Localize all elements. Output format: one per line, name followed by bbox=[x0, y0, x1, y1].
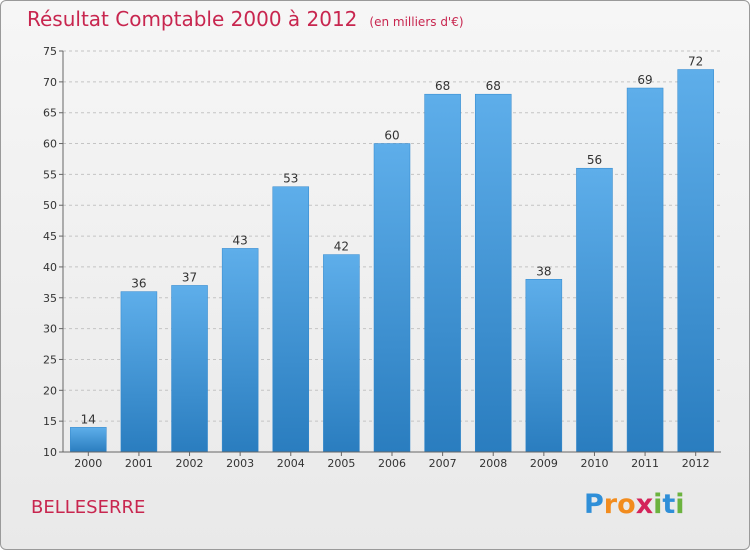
x-tick-label-2007: 2007 bbox=[429, 457, 457, 470]
y-tick-label-75: 75 bbox=[43, 45, 57, 58]
x-tick-label-2003: 2003 bbox=[226, 457, 254, 470]
data-label-2004: 53 bbox=[283, 172, 298, 186]
x-tick-label-2004: 2004 bbox=[277, 457, 305, 470]
logo-letter-5: t bbox=[662, 489, 676, 520]
data-label-2002: 37 bbox=[182, 270, 197, 284]
proxiti-logo[interactable]: Proxiti bbox=[584, 489, 685, 520]
y-tick-label-10: 10 bbox=[43, 446, 57, 459]
bar-2000[interactable] bbox=[70, 427, 107, 453]
bar-2006[interactable] bbox=[373, 143, 411, 453]
bar-2005[interactable] bbox=[323, 254, 360, 453]
logo-letter-6: i bbox=[675, 489, 685, 520]
y-tick-label-65: 65 bbox=[43, 107, 57, 120]
bar-2003[interactable] bbox=[221, 248, 259, 453]
bar-2008[interactable] bbox=[474, 93, 512, 453]
y-tick-label-55: 55 bbox=[43, 168, 57, 181]
data-label-2011: 69 bbox=[637, 73, 652, 87]
x-axis: 2000 2001 2002 2003 2004 2005 2006 2007 2008 2009… bbox=[63, 451, 721, 470]
chart-title: Résultat Comptable 2000 à 2012 (en millie… bbox=[27, 7, 464, 31]
bar-2004[interactable] bbox=[272, 186, 310, 453]
y-tick-label-70: 70 bbox=[43, 76, 57, 89]
commune-name: BELLESERRE bbox=[31, 497, 146, 518]
y-tick-label-35: 35 bbox=[43, 292, 57, 305]
x-tick-label-2002: 2002 bbox=[176, 457, 204, 470]
bars bbox=[70, 69, 714, 453]
bar-2011[interactable] bbox=[626, 87, 664, 453]
y-tick-label-40: 40 bbox=[43, 261, 57, 274]
data-label-2010: 56 bbox=[587, 153, 602, 167]
y-tick-label-45: 45 bbox=[43, 230, 57, 243]
x-tick-label-2011: 2011 bbox=[631, 457, 659, 470]
y-tick-label-30: 30 bbox=[43, 323, 57, 336]
bar-2001[interactable] bbox=[120, 291, 158, 453]
x-tick-label-2001: 2001 bbox=[125, 457, 153, 470]
data-label-2009: 38 bbox=[536, 264, 551, 278]
bar-2007[interactable] bbox=[424, 93, 461, 453]
x-tick-label-2012: 2012 bbox=[682, 457, 710, 470]
data-label-2005: 42 bbox=[334, 240, 349, 254]
data-label-2007: 68 bbox=[435, 79, 450, 93]
logo-letter-1: r bbox=[603, 489, 618, 520]
y-tick-label-15: 15 bbox=[43, 415, 57, 428]
y-tick-label-20: 20 bbox=[43, 384, 57, 397]
data-label-2003: 43 bbox=[233, 233, 248, 247]
bar-2010[interactable] bbox=[576, 167, 613, 453]
chart-title-unit: (en milliers d'€) bbox=[369, 15, 464, 29]
y-tick-label-50: 50 bbox=[43, 199, 57, 212]
data-labels: 14 36 37 43 53 42 60 68 68 38 56 69 72 bbox=[81, 55, 704, 427]
logo-letter-3: x bbox=[635, 489, 654, 520]
logo-letter-2: o bbox=[617, 489, 636, 520]
y-axis: 10 15 20 25 30 35 40 45 50 55 60 65 70 75 bbox=[43, 45, 64, 459]
bar-2002[interactable] bbox=[171, 285, 208, 453]
x-tick-label-2005: 2005 bbox=[327, 457, 355, 470]
bar-2009[interactable] bbox=[525, 279, 563, 453]
x-tick-label-2008: 2008 bbox=[479, 457, 507, 470]
y-tick-label-25: 25 bbox=[43, 353, 57, 366]
data-label-2012: 72 bbox=[688, 55, 703, 69]
data-label-2006: 60 bbox=[384, 129, 399, 143]
x-tick-label-2006: 2006 bbox=[378, 457, 406, 470]
x-tick-label-2009: 2009 bbox=[530, 457, 558, 470]
data-label-2008: 68 bbox=[486, 79, 501, 93]
logo-letter-0: P bbox=[584, 489, 604, 520]
bar-2012[interactable] bbox=[677, 69, 714, 453]
x-tick-label-2000: 2000 bbox=[74, 457, 102, 470]
chart-title-main: Résultat Comptable 2000 à 2012 bbox=[27, 7, 358, 31]
y-tick-label-60: 60 bbox=[43, 138, 57, 151]
data-label-2000: 14 bbox=[81, 412, 96, 426]
data-label-2001: 36 bbox=[131, 277, 146, 291]
x-tick-label-2010: 2010 bbox=[580, 457, 608, 470]
logo-letter-4: i bbox=[653, 489, 663, 520]
